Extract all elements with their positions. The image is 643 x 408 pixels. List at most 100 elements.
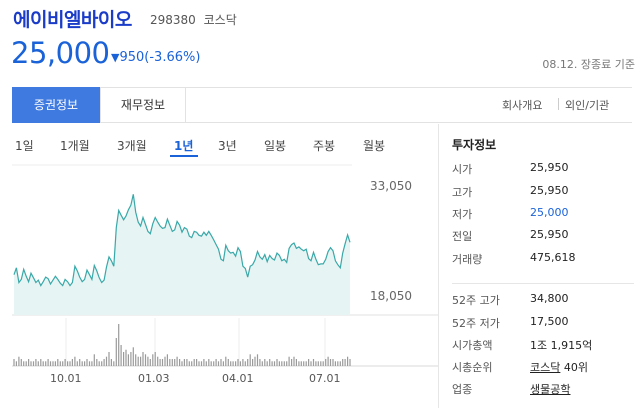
tab-financial-info[interactable]: 재무정보 <box>100 87 186 123</box>
cap-rank-market-link[interactable]: 코스닥 <box>530 361 561 374</box>
volume-bar <box>288 356 290 366</box>
volume-bar <box>339 361 341 366</box>
volume-bar <box>215 359 217 366</box>
volume-bar <box>79 359 81 366</box>
volume-bar <box>62 361 64 366</box>
52w-high-label: 52주 고가 <box>452 294 500 307</box>
volume-bar <box>174 359 176 366</box>
volume-bar <box>47 359 49 366</box>
volume-bar <box>191 361 193 366</box>
52w-low-value: 17,500 <box>530 315 569 328</box>
volume-bar <box>342 359 344 366</box>
volume-bar <box>54 361 56 366</box>
volume-bar <box>312 359 315 366</box>
volume-bar <box>147 356 149 366</box>
open-value: 25,950 <box>530 161 569 174</box>
industry-link[interactable]: 생물공학 <box>530 383 571 396</box>
volume-bar <box>74 356 76 366</box>
volume-bar <box>293 356 295 366</box>
volume-bar <box>213 361 215 366</box>
volume-bar <box>300 361 302 366</box>
volume-bar <box>196 359 198 366</box>
volume-bar <box>123 352 125 366</box>
volume-bar <box>183 359 185 366</box>
volume-bar <box>42 361 44 366</box>
52w-high-value: 34,800 <box>530 292 569 305</box>
volume-bar <box>259 359 261 366</box>
period-monthly[interactable]: 월봉 <box>363 139 386 153</box>
volume-bar <box>144 354 147 366</box>
period-daily[interactable]: 일봉 <box>264 139 287 153</box>
cap-rank-number: 40위 <box>560 361 588 374</box>
volume-bar <box>325 359 327 366</box>
period-1d[interactable]: 1일 <box>15 139 34 153</box>
down-arrow-icon: ▼ <box>111 51 120 64</box>
volume-bar <box>103 359 105 366</box>
y-max-label: 33,050 <box>370 179 412 193</box>
volume-bar <box>220 359 222 366</box>
volume-bar <box>179 359 181 366</box>
volume-bar <box>149 359 151 366</box>
volume-bar <box>203 359 205 366</box>
date-status: 08.12. 장종료 기준 <box>542 58 635 71</box>
volume-bar <box>105 356 108 366</box>
volume-bar <box>25 361 27 366</box>
industry-label: 업종 <box>452 383 473 396</box>
volume-bar <box>186 359 188 366</box>
volume-bar <box>98 361 100 366</box>
volume-bar <box>154 352 156 366</box>
low-value: 25,000 <box>530 206 569 219</box>
volume-bar <box>23 361 25 366</box>
volume-bar <box>76 361 78 366</box>
volume-bar <box>205 361 207 366</box>
volume-bar <box>266 361 268 366</box>
period-1m[interactable]: 1개월 <box>60 139 90 153</box>
volume-bar <box>67 361 69 366</box>
volume-bar <box>115 338 117 366</box>
volume-bar <box>132 347 134 366</box>
period-1y[interactable]: 1년 <box>174 139 194 153</box>
link-separator <box>558 98 559 110</box>
current-price: 25,000 <box>11 36 110 70</box>
volume-bar <box>15 361 17 366</box>
volume-bar <box>171 359 173 366</box>
volume-bar <box>35 359 37 366</box>
volume-bar <box>125 349 127 366</box>
period-3y[interactable]: 3년 <box>218 139 237 153</box>
period-weekly[interactable]: 주봉 <box>313 139 336 153</box>
volume-bar <box>84 361 86 366</box>
tab-stock-info[interactable]: 증권정보 <box>12 87 100 123</box>
volume-bar <box>291 359 293 366</box>
market-cap-value: 1조 1,915억 <box>530 339 593 352</box>
stock-code: 298380 코스닥 <box>150 11 237 28</box>
foreign-institution-link[interactable]: 외인/기관 <box>565 99 610 112</box>
volume-label: 거래량 <box>452 253 483 266</box>
cap-rank-label: 시총순위 <box>452 361 493 374</box>
volume-bar <box>159 359 161 366</box>
volume-bar <box>127 354 129 366</box>
open-label: 시가 <box>452 163 473 176</box>
period-3m[interactable]: 3개월 <box>117 139 147 153</box>
volume-bar <box>69 361 71 366</box>
volume-bar <box>93 354 95 366</box>
volume-bar <box>310 361 312 366</box>
volume-bar <box>166 354 168 366</box>
volume-bar <box>59 361 61 366</box>
volume-bar <box>278 361 280 366</box>
price-change-value: 950(-3.66%) <box>119 50 201 65</box>
volume-bar <box>242 359 244 366</box>
volume-bar <box>232 361 234 366</box>
volume-bar <box>256 354 259 366</box>
volume-bar <box>322 361 324 366</box>
volume-bar <box>32 361 35 366</box>
volume-bar <box>49 361 52 366</box>
company-overview-link[interactable]: 회사개요 <box>502 99 543 112</box>
volume-bar <box>140 356 142 366</box>
volume-bar <box>142 352 144 366</box>
volume-bar <box>86 359 88 366</box>
volume-bar <box>303 361 305 366</box>
price-change: ▼950(-3.66%) <box>111 50 200 65</box>
volume-bar <box>81 361 83 366</box>
volume-bar <box>252 359 254 366</box>
volume-bar <box>281 361 283 366</box>
